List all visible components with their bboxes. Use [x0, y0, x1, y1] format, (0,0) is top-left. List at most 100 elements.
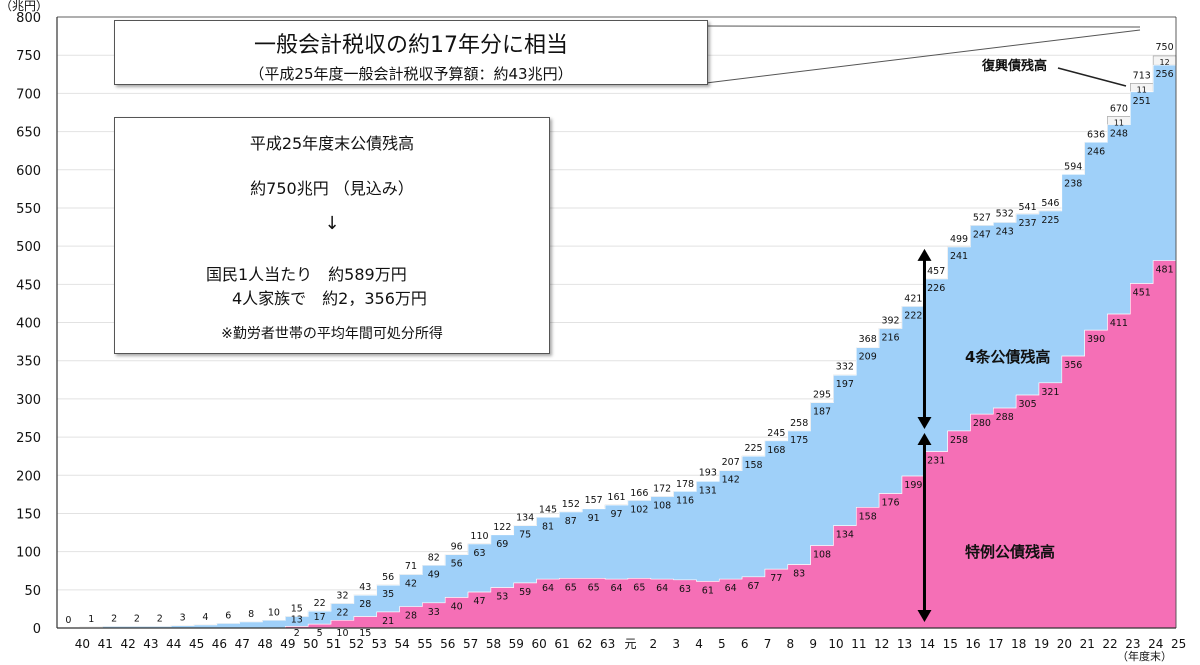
total-label: 499 [950, 234, 968, 245]
x-tick-label: 17 [988, 637, 1003, 651]
x-tick-label: 23 [1125, 637, 1140, 651]
value-label-4jo: 116 [676, 495, 694, 506]
value-label-tokurei: 64 [725, 583, 737, 594]
x-tick-label: 22 [1102, 637, 1117, 651]
label-fukko: 復興債残高 [981, 58, 1047, 74]
x-tick-label: 7 [764, 637, 772, 651]
value-label-4jo: 102 [630, 504, 648, 515]
value-label-4jo: 142 [722, 475, 740, 486]
total-label: 22 [314, 598, 326, 609]
value-label-4jo: 91 [588, 513, 600, 524]
value-label-4jo: 248 [1110, 129, 1128, 140]
total-label: 2 [134, 613, 140, 624]
value-label-4jo: 42 [405, 579, 417, 590]
total-label: 32 [336, 591, 348, 602]
value-label-tokurei: 40 [451, 601, 463, 612]
total-label: 166 [630, 488, 648, 499]
x-axis-unit: （年度末） [1117, 649, 1172, 663]
value-label-4jo: 22 [336, 608, 348, 619]
x-tick-label: 9 [809, 637, 817, 651]
x-tick-label: 51 [326, 637, 341, 651]
x-tick-label: 40 [75, 637, 90, 651]
x-tick-label: 19 [1034, 637, 1049, 651]
value-label-tokurei: 64 [610, 583, 622, 594]
info-arrow: ↓ [324, 213, 340, 234]
info-line: 約750兆円 （見込み） [250, 179, 414, 198]
x-tick-label: 50 [303, 637, 318, 651]
total-label: 6 [225, 610, 231, 621]
x-tick-label: 58 [486, 637, 501, 651]
value-label-4jo: 216 [881, 333, 899, 344]
x-tick-label: 52 [349, 637, 364, 651]
data-labels: 0 1 2 2 2 3 4 6 8 10 15132221753222104328155635217… [65, 42, 1173, 639]
value-label-tokurei: 280 [973, 418, 991, 429]
value-label-tokurei: 65 [633, 582, 645, 593]
y-tick-label: 500 [16, 240, 41, 255]
total-label: 594 [1064, 161, 1082, 172]
value-label-4jo: 56 [451, 559, 463, 570]
value-label-tokurei: 108 [813, 550, 831, 561]
value-label-4jo: 75 [519, 530, 531, 541]
value-label-fukko: 11 [1137, 85, 1147, 94]
total-label: 225 [744, 443, 762, 454]
value-label-4jo: 87 [565, 516, 577, 527]
x-tick-label: 11 [851, 637, 866, 651]
callout-line [705, 29, 1141, 84]
value-label-tokurei: 33 [428, 607, 440, 618]
value-label-4jo: 243 [996, 226, 1014, 237]
value-label-4jo: 49 [428, 569, 440, 580]
value-label-tokurei: 67 [747, 581, 759, 592]
value-label-4jo: 35 [382, 589, 394, 600]
y-tick-label: 50 [24, 584, 41, 599]
value-label-tokurei: 77 [770, 573, 782, 584]
total-label: 15 [291, 604, 303, 615]
y-tick-label: 550 [16, 202, 41, 217]
x-tick-label: 21 [1080, 637, 1095, 651]
x-tick-label: 18 [1011, 637, 1026, 651]
value-label-4jo: 175 [790, 435, 808, 446]
x-tick-label: 24 [1148, 637, 1163, 651]
arrow-tokurei-head [917, 432, 932, 445]
arrow-4jo-head [917, 248, 932, 261]
value-label-tokurei: 411 [1110, 318, 1128, 329]
x-tick-label: 4 [695, 637, 703, 651]
x-tick-label: 20 [1057, 637, 1072, 651]
value-label-4jo: 226 [927, 283, 945, 294]
y-tick-label: 250 [16, 431, 41, 446]
fukko-pointer [1057, 67, 1127, 87]
label-tokurei: 特例公債残高 [965, 543, 1055, 561]
x-tick-label: 25 [1171, 637, 1186, 651]
x-tick-label: 13 [897, 637, 912, 651]
total-label: 368 [859, 334, 877, 345]
total-label: 258 [790, 418, 808, 429]
info-line: 平成25年度末公債残高 [249, 134, 415, 153]
total-label: 193 [699, 468, 717, 479]
total-label: 421 [904, 293, 922, 304]
total-label: 457 [927, 266, 945, 277]
total-label: 541 [1018, 202, 1036, 213]
callout-subtitle: （平成25年度一般会計税収予算額：約43兆円） [249, 65, 573, 83]
value-label-tokurei: 176 [881, 498, 899, 509]
value-label-4jo: 251 [1133, 96, 1151, 107]
total-label: 713 [1133, 70, 1151, 81]
value-label-tokurei: 231 [927, 456, 945, 467]
x-tick-label: 62 [577, 637, 592, 651]
value-label-tokurei: 53 [496, 592, 508, 603]
total-label: 546 [1041, 198, 1059, 209]
total-label: 0 [65, 615, 71, 626]
total-label: 527 [973, 213, 991, 224]
total-label: 10 [268, 607, 280, 618]
x-tick-label: 45 [189, 637, 204, 651]
value-label-4jo: 197 [836, 379, 854, 390]
x-tick-label: 10 [828, 637, 843, 651]
total-label: 110 [470, 531, 488, 542]
x-tick-label: 16 [965, 637, 980, 651]
total-label: 392 [881, 316, 899, 327]
value-label-tokurei: 258 [950, 435, 968, 446]
y-tick-label: 600 [16, 164, 41, 179]
x-tick-label: 14 [920, 637, 935, 651]
arrow-4jo-head [917, 416, 932, 429]
x-tick-label: 44 [166, 637, 181, 651]
total-label: 636 [1087, 129, 1105, 140]
value-label-4jo: 28 [359, 599, 371, 610]
